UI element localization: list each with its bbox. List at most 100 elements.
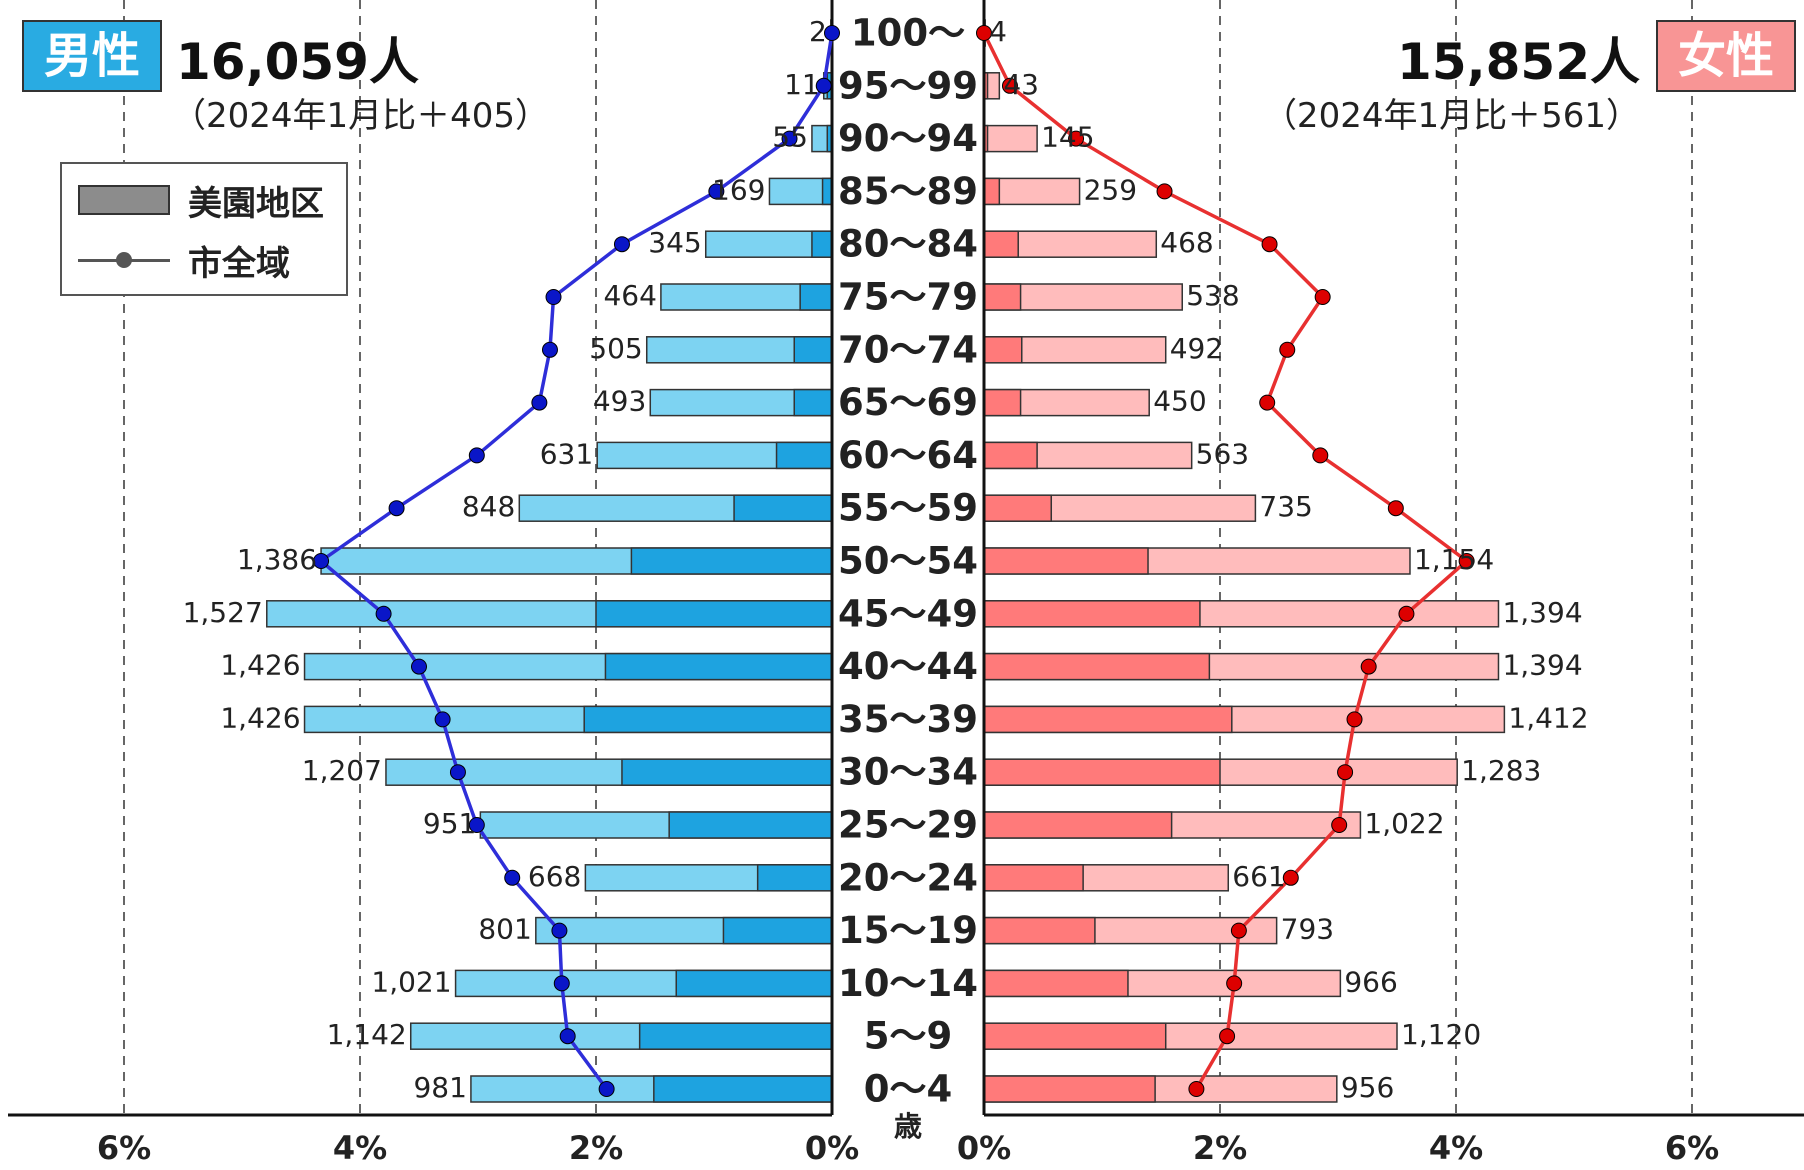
male-city-point <box>613 236 630 253</box>
male-bar-inner <box>756 864 833 892</box>
female-city-point <box>1346 711 1363 728</box>
male-city-point <box>313 553 330 569</box>
female-city-point <box>1398 605 1415 622</box>
female-count-label: 793 <box>1281 913 1334 946</box>
age-label: 80～84 <box>838 223 978 266</box>
male-count-label: 801 <box>478 913 531 946</box>
age-label: 20～24 <box>838 856 978 899</box>
male-count-label: 1,021 <box>371 965 451 998</box>
age-label: 50～54 <box>838 540 978 583</box>
age-label: 15～19 <box>838 909 978 952</box>
female-bar-inner <box>983 283 1022 311</box>
male-count-label: 2 <box>809 15 827 48</box>
age-label: 30～34 <box>838 751 978 794</box>
female-city-point <box>1156 183 1173 200</box>
female-bar-inner <box>983 916 1096 945</box>
male-badge: 男性 <box>22 20 162 92</box>
female-city-point <box>1219 1028 1236 1045</box>
female-bar-inner <box>983 177 1001 206</box>
female-bar-inner <box>983 969 1129 998</box>
legend-item-area: 美園地区 <box>78 178 324 224</box>
male-city-point <box>375 605 392 622</box>
male-bar-inner <box>638 1022 833 1050</box>
male-city-point <box>781 130 798 147</box>
age-label: 0～4 <box>864 1068 953 1111</box>
female-bar-inner <box>983 652 1211 681</box>
female-city-point <box>1314 289 1331 305</box>
female-count-label: 1,394 <box>1502 649 1582 682</box>
male-city-point <box>559 1028 576 1045</box>
male-city-point <box>388 500 405 517</box>
male-count-label: 668 <box>528 860 581 893</box>
male-count-label: 1,426 <box>220 701 300 734</box>
female-count-label: 492 <box>1170 332 1223 365</box>
female-badge: 女性 <box>1656 20 1796 92</box>
age-label: 35～39 <box>838 698 978 741</box>
male-bar-inner <box>583 705 833 734</box>
female-count-label: 1,154 <box>1414 543 1494 576</box>
male-count-label: 848 <box>462 490 515 523</box>
male-total: 16,059人 <box>176 33 419 91</box>
male-count-label: 55 <box>772 121 808 154</box>
male-count-label: 345 <box>648 226 701 259</box>
female-tick-label: 4% <box>1429 1129 1483 1167</box>
male-count-label: 951 <box>423 807 476 840</box>
legend-bar-swatch <box>78 185 170 215</box>
age-label: 70～74 <box>838 328 978 371</box>
age-label: 60～64 <box>838 434 978 477</box>
male-city-point <box>545 289 562 305</box>
male-count-label: 1,527 <box>183 596 263 629</box>
age-label: 25～29 <box>838 804 978 847</box>
female-tick-label: 2% <box>1193 1129 1247 1167</box>
male-bar-inner <box>722 916 833 945</box>
female-count-label: 468 <box>1160 226 1213 259</box>
male-city-point <box>815 77 832 94</box>
male-change-note: （2024年1月比＋405） <box>172 96 550 136</box>
age-label: 5～9 <box>864 1015 953 1058</box>
female-count-label: 1,283 <box>1461 754 1541 787</box>
male-city-point <box>531 394 548 411</box>
female-bar-inner <box>983 864 1084 892</box>
female-count-label: 4 <box>989 15 1007 48</box>
age-label: 75～79 <box>838 276 978 319</box>
female-count-label: 966 <box>1344 965 1397 998</box>
female-count-label: 956 <box>1341 1071 1394 1104</box>
female-city-point <box>1458 553 1475 569</box>
female-city-point <box>1387 500 1404 517</box>
male-count-label: 169 <box>712 173 765 206</box>
male-city-point <box>708 183 725 200</box>
female-tick-label: 6% <box>1665 1129 1719 1167</box>
female-count-label: 1,120 <box>1401 1018 1481 1051</box>
male-count-label: 464 <box>603 279 656 312</box>
female-count-label: 1,022 <box>1364 807 1444 840</box>
male-count-label: 631 <box>540 437 593 470</box>
male-city-point <box>551 922 568 939</box>
male-bar-inner <box>775 441 833 470</box>
female-city-point <box>976 25 992 41</box>
male-count-label: 1,207 <box>302 754 382 787</box>
male-bar-inner <box>595 600 833 628</box>
legend-city-label: 市全域 <box>188 243 290 284</box>
male-count-label: 493 <box>593 385 646 418</box>
male-bar-inner <box>630 547 833 575</box>
male-bar <box>768 177 833 206</box>
female-count-label: 1,394 <box>1502 596 1582 629</box>
female-count-label: 1,412 <box>1508 701 1588 734</box>
male-city-point <box>434 711 451 728</box>
male-city-point <box>468 447 485 464</box>
age-label: 10～14 <box>838 962 978 1005</box>
male-bar-inner <box>733 494 833 522</box>
female-city-point <box>1261 236 1278 253</box>
female-city-point <box>1331 817 1348 833</box>
female-bar-inner <box>983 494 1053 522</box>
female-bar-inner <box>983 811 1173 839</box>
male-bar-inner <box>668 811 833 839</box>
male-bar-inner <box>799 283 833 311</box>
male-bar-inner <box>793 388 833 417</box>
male-tick-label: 6% <box>97 1129 151 1167</box>
male-count-label: 11 <box>784 68 820 101</box>
female-bar-inner <box>983 600 1201 628</box>
male-city-point <box>553 975 570 992</box>
female-city-point <box>1001 77 1018 94</box>
